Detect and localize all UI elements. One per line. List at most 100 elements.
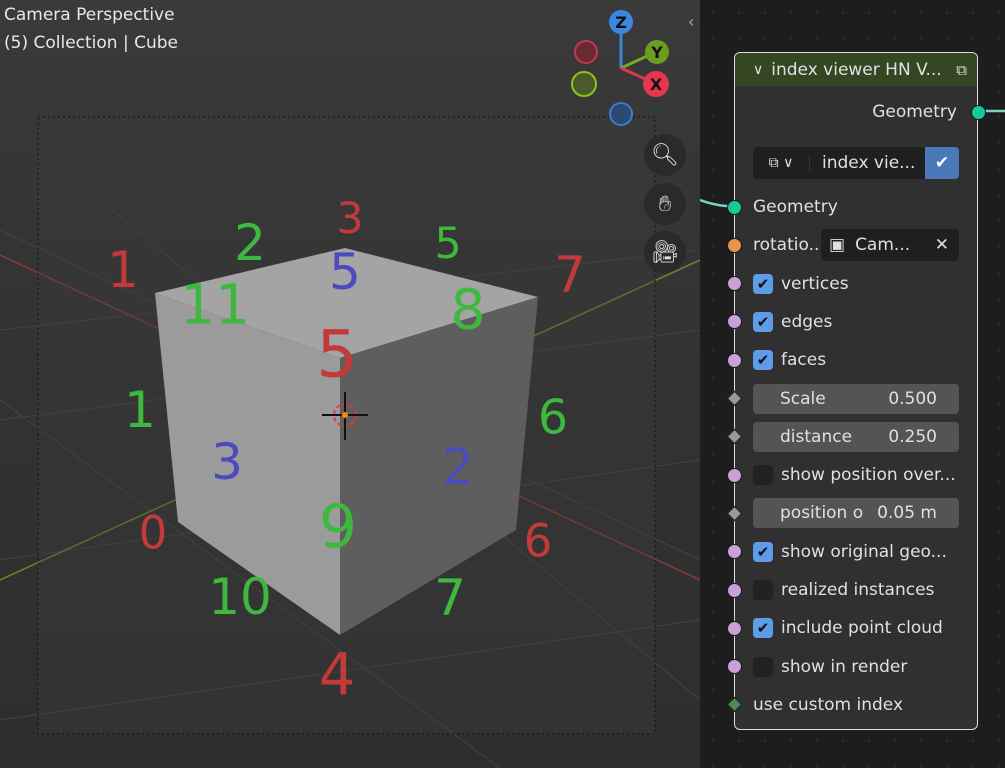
index-label: 5 (434, 219, 462, 269)
input-rotation[interactable]: rotatio... ▣ Cam... ✕ (727, 229, 977, 262)
point_cloud-label: include point cloud (781, 618, 943, 639)
realized-checkbox[interactable] (753, 580, 773, 600)
output-geometry: Geometry (735, 97, 986, 127)
output-socket[interactable] (971, 104, 986, 120)
3d-cursor-icon (322, 392, 368, 440)
scale-field[interactable]: Scale 0.500 (753, 383, 959, 414)
gizmo-z-label: Z (615, 13, 627, 32)
show_render-checkbox[interactable] (753, 656, 773, 677)
gizmo-x-label: X (650, 75, 663, 94)
edges-label: edges (781, 311, 833, 332)
scene: Z Y X (0, 10, 700, 768)
input-edges[interactable]: ✔ edges (727, 307, 977, 337)
rotation-object-field[interactable]: ▣ Cam... ✕ (821, 229, 959, 262)
index-label: 7 (554, 246, 586, 304)
node-title: index viewer HN V... (771, 59, 942, 80)
collection-info: (5) Collection | Cube (4, 33, 179, 53)
input-socket[interactable] (727, 544, 742, 560)
camera-view-icon[interactable]: 🎥︎ (644, 231, 686, 273)
index-label: 11 (180, 272, 250, 337)
index-label: 2 (442, 438, 474, 496)
input-show-render[interactable]: show in render (727, 652, 977, 682)
collapse-chevron-icon[interactable]: ∨ (753, 61, 764, 78)
show_render-label: show in render (781, 656, 908, 677)
distance-label: distance (780, 426, 853, 447)
clear-x-icon[interactable]: ✕ (934, 235, 949, 256)
realized-label: realized instances (781, 580, 935, 600)
pan-hand-icon[interactable]: ✋︎ (644, 183, 686, 225)
zoom-icon[interactable]: 🔍︎ (644, 134, 686, 176)
input-distance[interactable]: distance 0.250 (726, 421, 977, 452)
position-offset-value: 0.05 m (877, 503, 937, 524)
index-label: 9 (318, 492, 358, 562)
index-label: 1 (107, 241, 139, 299)
input-socket[interactable] (727, 620, 742, 636)
cube-left-face (155, 293, 340, 635)
point_cloud-checkbox[interactable]: ✔ (753, 618, 773, 639)
geometry-label: Geometry (753, 197, 838, 217)
input-socket[interactable] (727, 582, 742, 598)
scale-label: Scale (780, 388, 826, 409)
cube-right-face (340, 297, 538, 635)
output-label: Geometry (872, 102, 957, 122)
rotation-object-value: Cam... (855, 235, 911, 256)
vertices-checkbox[interactable]: ✔ (753, 273, 773, 294)
collapse-sidebar-icon[interactable]: ‹ (688, 12, 695, 31)
gizmo-y-label: Y (650, 43, 663, 62)
input-point-cloud[interactable]: ✔ include point cloud (727, 613, 977, 643)
rotation-label: rotatio... (753, 235, 825, 256)
navigation-gizmo (571, 10, 669, 126)
input-position-offset[interactable]: position o 0.05 m (726, 498, 977, 529)
index-label: 6 (537, 390, 569, 446)
input-socket[interactable] (727, 314, 742, 330)
scale-value: 0.500 (888, 388, 937, 409)
group-browse-icon[interactable]: ⧉ ∨ (753, 155, 810, 171)
index-label: 7 (434, 569, 466, 627)
input-socket[interactable] (727, 276, 742, 292)
object-icon: ▣ (829, 235, 846, 256)
input-vertices[interactable]: ✔ vertices (727, 269, 977, 299)
position-offset-label: position o (780, 503, 864, 524)
index-label: 5 (329, 243, 361, 301)
input-socket[interactable] (727, 237, 742, 253)
node-header[interactable]: ∨ index viewer HN V... ⧉ (735, 53, 977, 86)
show_original-checkbox[interactable]: ✔ (753, 541, 773, 562)
index-label: 4 (318, 641, 356, 709)
3d-viewport[interactable]: Z Y X Camera Perspective (5) Collection … (0, 0, 700, 768)
index-label: 0 (138, 506, 168, 560)
index-label: 1 (124, 381, 156, 439)
node-group-selector[interactable]: ⧉ ∨ index vie... ✔ (753, 147, 959, 179)
edges-checkbox[interactable]: ✔ (753, 311, 773, 332)
show_position-label: show position over... (781, 465, 956, 486)
faces-checkbox[interactable]: ✔ (753, 350, 773, 371)
index-label: 2 (234, 214, 266, 272)
faces-label: faces (781, 350, 827, 371)
show_position-checkbox[interactable] (753, 465, 773, 486)
index-label: 3 (211, 433, 243, 491)
distance-value: 0.250 (888, 426, 937, 447)
group-name-field[interactable]: index vie... (822, 153, 916, 173)
input-custom-index[interactable]: use custom index (726, 690, 977, 720)
fake-user-shield-icon[interactable]: ✔ (925, 147, 959, 179)
index-viewer-node[interactable]: ∨ index viewer HN V... ⧉ Geometry ⧉ ∨ in… (726, 52, 986, 730)
input-socket[interactable] (727, 467, 742, 483)
custom_index-label: use custom index (753, 694, 904, 715)
input-scale[interactable]: Scale 0.500 (726, 383, 977, 414)
position-offset-field[interactable]: position o 0.05 m (753, 498, 959, 529)
distance-field[interactable]: distance 0.250 (753, 421, 959, 452)
input-socket[interactable] (727, 352, 742, 368)
input-socket[interactable] (727, 659, 742, 675)
input-show-original[interactable]: ✔ show original geo... (727, 537, 977, 567)
index-label: 6 (523, 514, 553, 568)
input-show-position[interactable]: show position over... (727, 460, 977, 490)
node-group-icon: ⧉ (956, 60, 967, 79)
input-realized-instances[interactable]: realized instances (727, 575, 977, 605)
input-geometry[interactable]: Geometry (727, 192, 977, 222)
vertices-label: vertices (781, 273, 849, 294)
view-title: Camera Perspective (4, 5, 175, 25)
input-faces[interactable]: ✔ faces (727, 345, 977, 375)
input-socket[interactable] (727, 199, 742, 215)
index-label: 5 (316, 317, 358, 393)
cube-top-face (155, 248, 538, 358)
index-label: 10 (208, 568, 272, 626)
